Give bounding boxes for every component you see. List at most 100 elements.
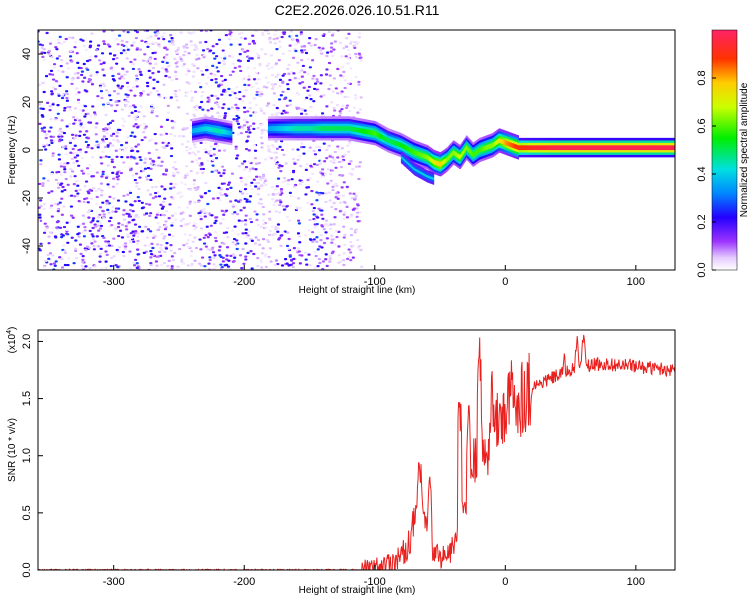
ridge-cell bbox=[311, 125, 313, 129]
noise-dot bbox=[329, 84, 333, 87]
ridge-cell bbox=[380, 124, 382, 128]
ridge-cell bbox=[363, 121, 365, 125]
ridge-cell bbox=[229, 135, 231, 138]
ridge-cell bbox=[286, 137, 288, 141]
ridge-cell bbox=[205, 121, 207, 124]
noise-dot bbox=[86, 143, 91, 147]
ridge-cell bbox=[219, 138, 221, 141]
noise-dot bbox=[129, 157, 133, 160]
noise-dot bbox=[71, 170, 75, 173]
ridge-cell bbox=[210, 122, 212, 125]
noise-dot bbox=[74, 257, 79, 260]
ridge-cell bbox=[214, 134, 216, 138]
noise-dot bbox=[88, 209, 92, 212]
noise-dot bbox=[287, 63, 291, 67]
ridge-cell bbox=[213, 134, 215, 138]
ridge-cell bbox=[215, 125, 217, 129]
ridge-cell bbox=[337, 130, 339, 134]
ridge-cell bbox=[193, 140, 195, 143]
noise-dot bbox=[148, 244, 152, 247]
noise-dot bbox=[151, 71, 155, 75]
noise-dot bbox=[160, 207, 164, 210]
noise-dot bbox=[272, 37, 276, 41]
ridge-cell bbox=[195, 127, 197, 131]
noise-dot bbox=[115, 62, 119, 65]
ridge-cell bbox=[268, 128, 270, 132]
ridge-cell bbox=[313, 118, 315, 122]
noise-dot bbox=[102, 236, 106, 239]
ridge-cell bbox=[349, 121, 351, 124]
ridge-cell bbox=[311, 121, 313, 124]
ridge-cell bbox=[231, 121, 233, 124]
noise-dot bbox=[114, 207, 119, 210]
ridge-cell bbox=[275, 125, 278, 129]
noise-dot bbox=[44, 133, 48, 136]
noise-dot bbox=[190, 44, 194, 47]
ridge-cell bbox=[269, 130, 271, 134]
ridge-cell bbox=[306, 121, 308, 124]
ridge-cell bbox=[353, 119, 355, 123]
noise-dot bbox=[173, 57, 177, 61]
ridge-cell bbox=[300, 123, 302, 127]
noise-dot bbox=[257, 187, 261, 190]
ridge-cell bbox=[345, 135, 347, 139]
noise-dot bbox=[145, 178, 150, 181]
noise-dot bbox=[253, 242, 258, 245]
noise-dot bbox=[210, 94, 214, 97]
ridge-cell bbox=[296, 137, 298, 141]
ridge-cell bbox=[376, 143, 378, 147]
ridge-cell bbox=[275, 116, 278, 119]
noise-dot bbox=[128, 105, 132, 108]
ridge-cell bbox=[337, 118, 339, 122]
noise-dot bbox=[322, 241, 327, 245]
noise-dot bbox=[57, 41, 61, 44]
ridge-cell bbox=[385, 143, 387, 147]
noise-dot bbox=[135, 185, 139, 188]
noise-dot bbox=[200, 69, 204, 73]
ridge-cell bbox=[394, 142, 397, 146]
noise-dot bbox=[356, 211, 360, 214]
noise-dot bbox=[260, 93, 264, 96]
ridge-cell bbox=[362, 121, 364, 124]
ridge-cell bbox=[414, 140, 416, 144]
noise-dot bbox=[327, 87, 331, 91]
noise-dot bbox=[256, 126, 260, 130]
ridge-cell bbox=[221, 138, 223, 142]
ridge-cell bbox=[316, 116, 318, 119]
ridge-cell bbox=[228, 120, 231, 124]
noise-dot bbox=[42, 58, 46, 61]
noise-dot bbox=[345, 37, 349, 40]
noise-dot bbox=[39, 242, 43, 245]
ridge-cell bbox=[333, 130, 335, 134]
ridge-cell bbox=[285, 123, 287, 127]
ridge-cell bbox=[199, 122, 202, 125]
ridge-cell bbox=[195, 130, 197, 133]
ridge-cell bbox=[324, 125, 326, 129]
ridge-cell bbox=[411, 150, 413, 154]
noise-dot bbox=[94, 245, 98, 248]
noise-dot bbox=[104, 240, 108, 243]
ridge-cell bbox=[369, 124, 371, 128]
noise-dot bbox=[75, 93, 79, 96]
noise-dot bbox=[229, 43, 233, 46]
noise-dot bbox=[127, 213, 131, 216]
noise-dot bbox=[260, 252, 264, 255]
noise-dot bbox=[280, 264, 285, 267]
ridge-cell bbox=[308, 133, 310, 136]
ridge-cell bbox=[228, 132, 230, 136]
noise-dot bbox=[146, 228, 151, 231]
ridge-cell bbox=[353, 131, 355, 135]
ridge-cell bbox=[283, 128, 285, 131]
ridge-cell bbox=[330, 128, 332, 131]
ridge-cell bbox=[208, 126, 210, 130]
ridge-cell bbox=[346, 128, 348, 131]
noise-dot bbox=[115, 248, 119, 252]
ridge-cell bbox=[328, 128, 330, 131]
ridge-cell bbox=[354, 131, 356, 135]
ridge-cell bbox=[271, 118, 274, 122]
noise-dot bbox=[194, 246, 199, 250]
noise-dot bbox=[194, 46, 198, 49]
noise-dot bbox=[150, 186, 155, 189]
noise-dot bbox=[98, 260, 102, 263]
noise-dot bbox=[169, 33, 173, 37]
